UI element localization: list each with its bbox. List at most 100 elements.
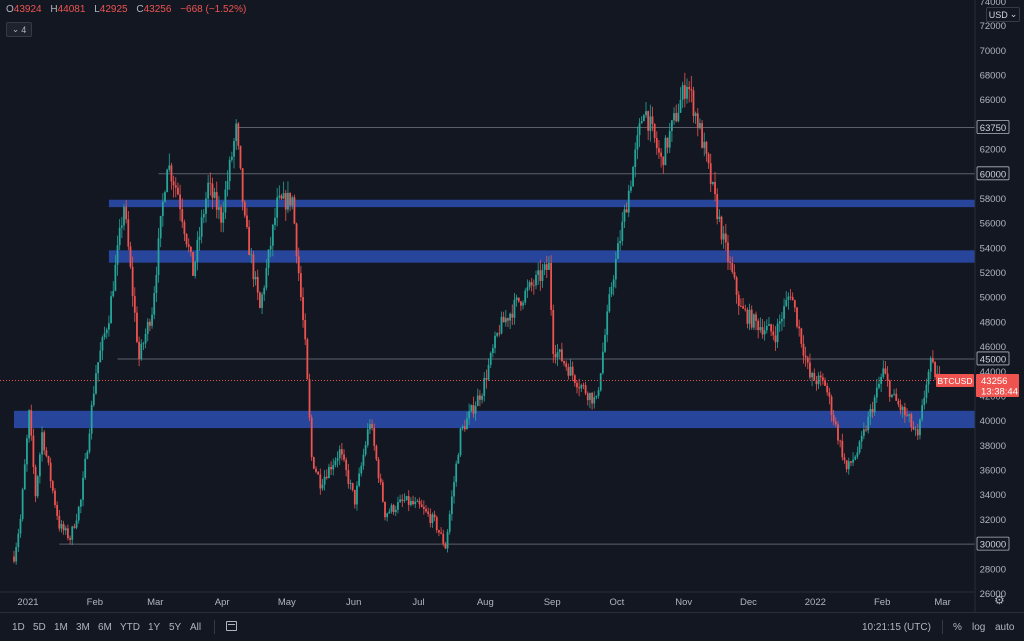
candle (576, 380, 578, 394)
candle (770, 323, 773, 337)
candle (563, 360, 565, 367)
candle (798, 319, 801, 337)
candle (772, 324, 775, 341)
candle (381, 479, 384, 503)
auto-scale-button[interactable]: auto (995, 622, 1015, 633)
candle (929, 356, 932, 380)
price-tick-label: 44000 (980, 367, 1006, 378)
candle (494, 331, 496, 354)
candle (498, 324, 501, 337)
candle (88, 428, 91, 454)
candle (778, 314, 781, 332)
candle (453, 476, 455, 504)
candle (923, 390, 926, 410)
candle (679, 87, 682, 113)
timeframe-all-button[interactable]: All (190, 622, 202, 633)
candle (291, 195, 294, 210)
percent-scale-button[interactable]: % (953, 622, 962, 633)
candle (13, 550, 15, 564)
candle (535, 270, 537, 290)
candle (841, 433, 844, 461)
candle (642, 114, 645, 122)
candle (834, 417, 837, 428)
candle (310, 414, 313, 461)
candle (729, 256, 732, 271)
candle (332, 458, 335, 476)
divider (942, 620, 943, 634)
candle (293, 194, 296, 225)
candle (226, 170, 229, 197)
candle (23, 459, 26, 490)
currency-select[interactable]: USD ⌄ (986, 7, 1020, 22)
timeframe-6m-button[interactable]: 6M (98, 622, 112, 633)
candle (597, 387, 600, 399)
candle (800, 327, 803, 348)
timeframe-5y-button[interactable]: 5Y (169, 622, 182, 633)
candle (837, 421, 839, 445)
candle (28, 409, 30, 443)
candle (707, 152, 710, 169)
candle (785, 291, 788, 308)
candle (487, 358, 490, 382)
candle (67, 524, 69, 541)
candle (573, 374, 576, 387)
candle (250, 247, 253, 264)
timeframe-3m-button[interactable]: 3M (76, 622, 90, 633)
candle (550, 255, 553, 316)
candle (120, 216, 123, 239)
symbol-price-tag: BTCUSD (936, 373, 974, 387)
candle (26, 434, 28, 472)
timeframe-1d-button[interactable]: 1D (12, 622, 25, 633)
settings-gear-icon[interactable]: ⚙ (994, 593, 1005, 607)
candle (647, 110, 650, 141)
timeframe-1m-button[interactable]: 1M (54, 622, 68, 633)
level-price-label: 45000 (976, 351, 1010, 365)
chevron-down-icon: ⌄ (11, 24, 20, 34)
support-resistance-zone (108, 250, 976, 263)
indicators-toggle-button[interactable]: ⌄ 4 (6, 22, 32, 37)
candle (569, 359, 572, 377)
high-label: H (50, 4, 58, 15)
candle (875, 378, 878, 403)
candle (54, 488, 56, 508)
time-tick-label: 2021 (17, 597, 38, 608)
candle (787, 292, 790, 310)
candle (878, 376, 880, 390)
support-resistance-zone (14, 410, 975, 429)
candle (882, 360, 885, 379)
timeframe-5d-button[interactable]: 5D (33, 622, 46, 633)
candle (274, 208, 276, 231)
candle (520, 300, 522, 311)
candle (325, 469, 328, 480)
price-tick-label: 68000 (980, 71, 1006, 82)
candle (515, 294, 518, 307)
candle (703, 132, 706, 157)
candle (241, 167, 244, 211)
candle (496, 332, 499, 338)
candle (539, 260, 542, 291)
timeframe-1y-button[interactable]: 1Y (148, 622, 161, 633)
calendar-icon[interactable] (226, 621, 237, 631)
candle (97, 362, 100, 382)
price-tick-label: 54000 (980, 243, 1006, 254)
candle (783, 298, 785, 328)
candle (919, 418, 921, 440)
candle (280, 193, 283, 201)
candle (871, 401, 874, 418)
price-tick-label: 42000 (980, 391, 1006, 402)
candle (804, 346, 807, 367)
candle (688, 81, 691, 103)
candle (681, 81, 684, 109)
candle (230, 151, 233, 163)
candle (660, 148, 663, 168)
candle (308, 373, 311, 422)
log-scale-button[interactable]: log (972, 622, 986, 633)
candle (472, 396, 475, 418)
candle (284, 189, 287, 221)
timeframe-ytd-button[interactable]: YTD (120, 622, 140, 633)
candle (873, 394, 876, 416)
candle (893, 389, 895, 396)
candle (254, 271, 257, 286)
candle (862, 422, 865, 440)
